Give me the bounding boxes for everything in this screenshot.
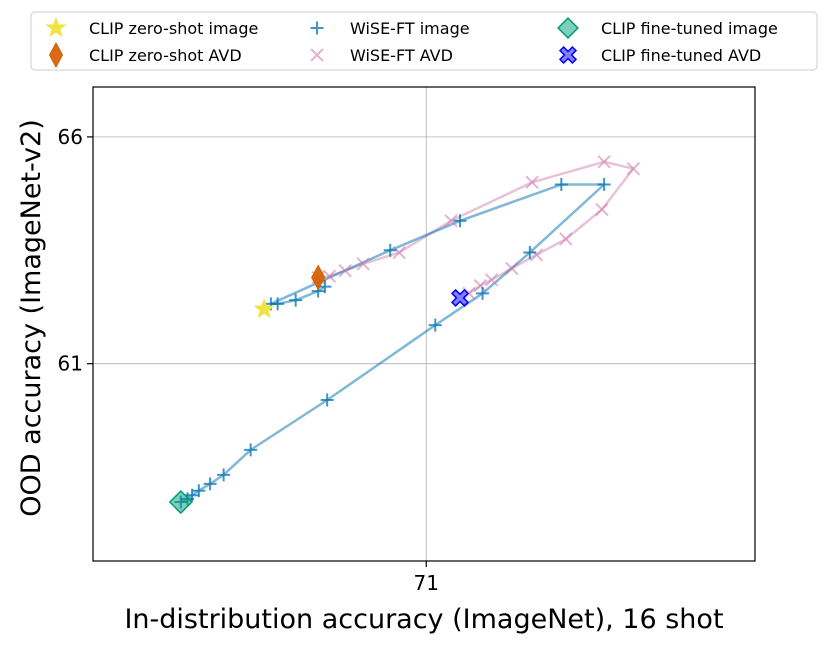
data-point [311, 264, 326, 291]
data-point [476, 286, 490, 300]
data-point [595, 202, 609, 217]
data-point [203, 477, 217, 491]
data-point [473, 278, 488, 293]
y-axis-label: OOD accuracy (ImageNet-v2) [16, 119, 47, 516]
data-point [626, 161, 641, 176]
data-point [392, 245, 406, 260]
legend-marker [310, 48, 324, 62]
data-point [320, 393, 334, 407]
data-point [597, 178, 611, 192]
legend-label: CLIP zero-shot image [89, 19, 258, 38]
data-point [505, 261, 519, 276]
data-point [383, 243, 397, 257]
legend-marker [45, 16, 67, 38]
data-point [428, 318, 442, 332]
series-line [180, 183, 606, 504]
data-point [525, 175, 539, 189]
data-point [356, 257, 370, 271]
legend-label: WiSE-FT image [350, 19, 470, 38]
data-point [554, 178, 568, 192]
legend-label: CLIP fine-tuned AVD [601, 46, 761, 65]
series-line [318, 160, 635, 295]
data-point [444, 214, 458, 228]
legend-marker [557, 17, 579, 39]
x-axis-label: In-distribution accuracy (ImageNet), 16 … [124, 604, 723, 635]
data-point [168, 489, 193, 515]
legend-marker [310, 21, 324, 35]
data-point [453, 214, 467, 228]
y-tick-label: 66 [58, 125, 83, 149]
x-tick-label: 71 [414, 571, 439, 595]
data-point [529, 248, 544, 262]
data-point [338, 263, 352, 278]
legend-label: CLIP fine-tuned image [601, 19, 778, 38]
legend-label: CLIP zero-shot AVD [89, 46, 242, 65]
data-point [192, 484, 206, 498]
data-point [597, 155, 611, 169]
data-point [253, 298, 275, 319]
data-point [289, 293, 303, 307]
legend-box [30, 11, 818, 71]
y-tick-label: 61 [58, 352, 83, 376]
data-point [217, 468, 231, 482]
data-point [244, 443, 258, 457]
axes-layer: 71 61 66 [58, 86, 756, 595]
data-point [559, 232, 573, 246]
data-point [523, 246, 537, 260]
legend: CLIP zero-shot image CLIP zero-shot AVD Wi… [30, 11, 818, 71]
legend-marker [558, 45, 578, 65]
legend-label: WiSE-FT AVD [350, 46, 453, 65]
plot-layer [93, 87, 755, 561]
plot-frame [92, 86, 756, 562]
data-point [484, 273, 499, 287]
data-point [450, 288, 470, 307]
data-point [318, 280, 332, 294]
legend-marker [48, 41, 64, 69]
